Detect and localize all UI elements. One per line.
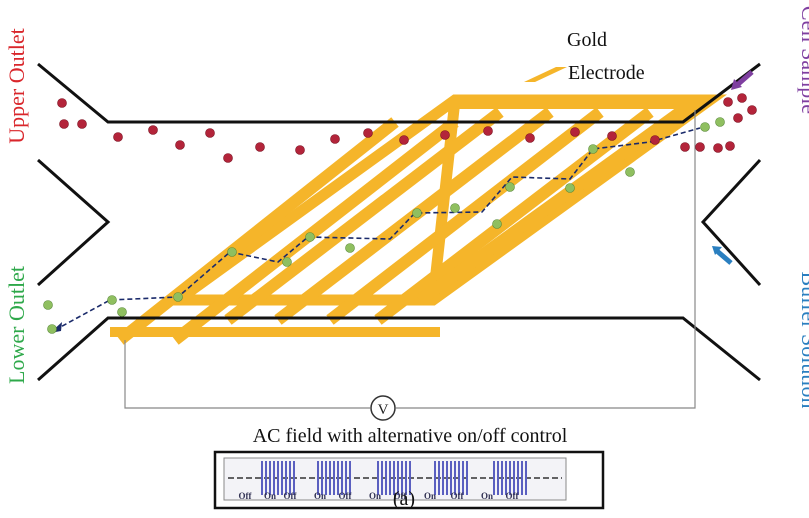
voltage-symbol: V <box>378 402 389 418</box>
red-cell <box>77 119 87 129</box>
electrode-strip <box>416 100 694 305</box>
on-off-label: Off <box>506 491 520 501</box>
gold-electrode-legend-swatch <box>524 67 567 82</box>
gold-label-line1: Gold <box>567 29 607 51</box>
on-off-label: Off <box>284 491 298 501</box>
red-cell <box>440 130 450 140</box>
circuit-wire <box>124 110 696 409</box>
electrode-strip <box>171 117 459 345</box>
ac-pulses <box>261 461 527 495</box>
ac-pulse-burst <box>493 461 527 495</box>
upper-outlet-wall-top <box>37 62 761 124</box>
red-cell <box>363 128 373 138</box>
upper-outlet-label: Upper Outlet <box>4 28 29 143</box>
red-cell <box>205 128 215 138</box>
ac-field-label: AC field with alternative on/off control <box>253 425 568 447</box>
green-cell <box>625 167 635 177</box>
cell-sample-label: Cell Sample <box>797 6 809 114</box>
on-off-label: On <box>481 491 493 501</box>
red-cell <box>733 113 743 123</box>
red-cell <box>725 141 735 151</box>
red-cell <box>399 135 409 145</box>
on-off-label: Off <box>394 491 408 501</box>
green-cell <box>345 243 355 253</box>
green-cell <box>47 324 57 334</box>
green-cell <box>43 300 53 310</box>
green-cell <box>505 182 515 192</box>
red-cell <box>747 105 757 115</box>
voltage-circle <box>370 395 396 421</box>
buffer-solution-label: Buffer Solution <box>797 271 809 408</box>
green-cells <box>43 117 725 334</box>
red-cell <box>737 93 747 103</box>
green-cell <box>700 122 710 132</box>
green-cell <box>107 295 117 305</box>
red-cell <box>525 133 535 143</box>
ac-pulse-burst <box>317 461 351 495</box>
on-off-label: Off <box>451 491 465 501</box>
red-cell <box>223 153 233 163</box>
upper-outlet-wall-inner <box>36 158 111 287</box>
on-off-label: On <box>314 491 326 501</box>
green-cell <box>282 257 292 267</box>
electrode-strip <box>374 107 654 325</box>
red-cell <box>680 142 690 152</box>
green-cell <box>117 307 127 317</box>
green-cell <box>492 219 502 229</box>
red-cell <box>650 135 660 145</box>
red-cell <box>723 97 733 107</box>
ac-pulse-burst <box>434 461 468 495</box>
on-off-label: On <box>264 491 276 501</box>
channel-walls <box>36 62 762 382</box>
red-cell <box>175 140 185 150</box>
red-cell <box>57 98 67 108</box>
red-cell <box>255 142 265 152</box>
red-cell <box>59 119 69 129</box>
green-cell <box>588 144 598 154</box>
red-cell <box>295 145 305 155</box>
ac-signal-inset: Off On Off On Off On Off On Off On Off <box>213 450 605 510</box>
lower-outlet-label: Lower Outlet <box>4 266 29 384</box>
ac-pulse-burst <box>377 461 411 495</box>
red-cell <box>607 131 617 141</box>
green-cell <box>450 203 460 213</box>
lower-wall <box>37 316 761 382</box>
green-cell <box>412 208 422 218</box>
electrode-strip <box>116 117 399 345</box>
on-off-label: Off <box>239 491 253 501</box>
green-cell-trajectory <box>54 127 701 331</box>
green-cell <box>305 232 315 242</box>
gold-label-line2: Electrode <box>568 62 645 84</box>
red-cell <box>148 125 158 135</box>
red-cell <box>695 142 705 152</box>
green-cell <box>565 183 575 193</box>
cell-sample-arrow <box>731 70 754 90</box>
electrode-strip <box>326 107 604 325</box>
on-off-label: On <box>424 491 436 501</box>
right-inner-wall <box>700 158 762 287</box>
voltage-source: V <box>370 395 396 421</box>
red-cell <box>483 126 493 136</box>
on-off-label: On <box>369 491 381 501</box>
buffer-solution-arrow <box>712 246 733 265</box>
green-cell <box>227 247 237 257</box>
green-cell <box>715 117 725 127</box>
ac-pulse-burst <box>261 461 295 495</box>
electrode-strip <box>224 107 504 325</box>
on-off-label: Off <box>339 491 353 501</box>
figure-caption: (a) <box>393 488 415 510</box>
on-off-labels: Off On Off On Off On Off On Off On Off <box>239 491 520 501</box>
red-cell <box>713 143 723 153</box>
red-cells <box>57 93 757 163</box>
red-cell <box>330 134 340 144</box>
gold-electrodes <box>110 94 728 345</box>
red-cell <box>113 132 123 142</box>
red-cell <box>570 127 580 137</box>
green-cell <box>173 292 183 302</box>
